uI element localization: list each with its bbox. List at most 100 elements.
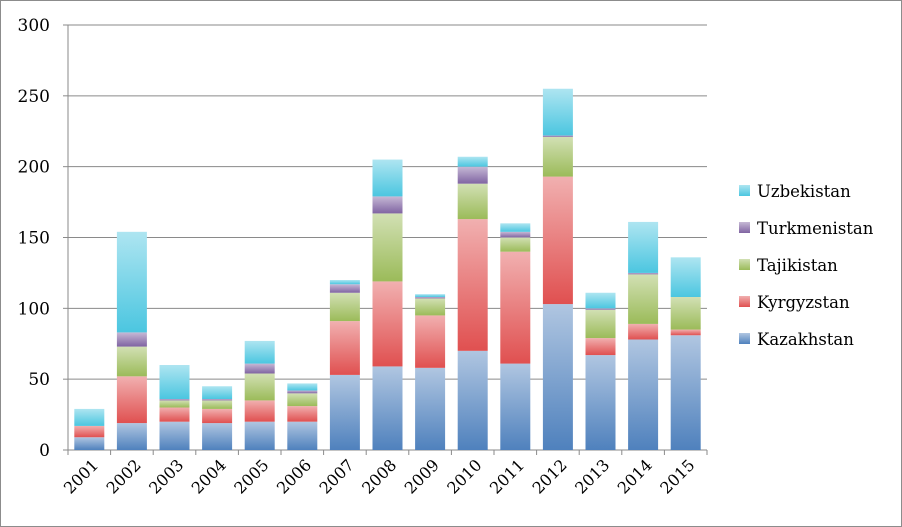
- bar-kazakhstan-2015: [670, 335, 701, 450]
- bars: [74, 88, 701, 450]
- bar-kyrgyzstan-2004: [202, 408, 233, 424]
- bar-kyrgyzstan-2001: [74, 425, 105, 438]
- x-tick-label: 2001: [60, 455, 102, 497]
- bar-kazakhstan-2006: [287, 421, 318, 450]
- legend-swatch-tajikistan: [739, 259, 750, 270]
- bar-kyrgyzstan-2005: [244, 400, 275, 422]
- bar-kyrgyzstan-2011: [500, 251, 531, 364]
- x-tick-label: 2009: [401, 455, 443, 497]
- x-tick-label: 2007: [316, 455, 358, 497]
- bar-kazakhstan-2014: [628, 339, 659, 450]
- bar-kazakhstan-2003: [159, 421, 190, 450]
- legend-label-kazakhstan: Kazakhstan: [757, 330, 854, 349]
- bar-kyrgyzstan-2010: [457, 219, 488, 351]
- x-tick-labels: 2001 2002 2003 2004 2005 2006 2007 2008 2009 2010…: [60, 455, 699, 497]
- bar-turkmenistan-2008: [372, 196, 403, 214]
- bar-turkmenistan-2013: [585, 308, 616, 310]
- bar-tajikistan-2005: [244, 373, 275, 401]
- y-tick-label: 300: [18, 16, 50, 36]
- x-tick-label: 2005: [230, 455, 272, 497]
- bar-kyrgyzstan-2007: [329, 321, 360, 375]
- bar-tajikistan-2013: [585, 309, 616, 339]
- legend-label-turkmenistan: Turkmenistan: [757, 219, 874, 238]
- y-tick-labels: 0 50 100 150 200 250 300: [18, 16, 50, 461]
- x-tick-label: 2011: [486, 455, 528, 497]
- bar-kazakhstan-2002: [116, 423, 147, 450]
- bar-kazakhstan-2004: [202, 423, 233, 450]
- y-tick-label: 250: [18, 87, 50, 107]
- bar-uzbekistan-2011: [500, 223, 531, 232]
- bar-kyrgyzstan-2012: [542, 176, 573, 305]
- bar-tajikistan-2007: [329, 292, 360, 322]
- legend-swatch-uzbekistan: [739, 185, 750, 196]
- bar-uzbekistan-2003: [159, 365, 190, 399]
- legend-label-kyrgyzstan: Kyrgyzstan: [757, 293, 850, 312]
- legend-label-tajikistan: Tajikistan: [757, 256, 838, 275]
- bar-kazakhstan-2013: [585, 355, 616, 450]
- x-tick-label: 2002: [103, 455, 145, 497]
- bar-tajikistan-2011: [500, 237, 531, 252]
- bar-tajikistan-2006: [287, 393, 318, 407]
- bar-uzbekistan-2004: [202, 386, 233, 399]
- bar-turkmenistan-2005: [244, 363, 275, 374]
- y-tick-label: 0: [39, 441, 50, 461]
- x-tick-label: 2006: [273, 455, 315, 497]
- legend-swatch-turkmenistan: [739, 222, 750, 233]
- bar-kyrgyzstan-2008: [372, 281, 403, 367]
- bar-turkmenistan-2014: [628, 272, 659, 275]
- bar-tajikistan-2002: [116, 346, 147, 377]
- bar-uzbekistan-2002: [116, 231, 147, 333]
- bar-tajikistan-2015: [670, 297, 701, 330]
- x-tick-label: 2010: [443, 455, 485, 497]
- bar-tajikistan-2009: [415, 298, 446, 316]
- x-tick-label: 2003: [145, 455, 187, 497]
- bar-uzbekistan-2007: [329, 280, 360, 285]
- y-tick-label: 50: [28, 370, 50, 390]
- bar-turkmenistan-2010: [457, 166, 488, 184]
- bar-kyrgyzstan-2003: [159, 407, 190, 422]
- bar-tajikistan-2012: [542, 136, 573, 177]
- bar-turkmenistan-2004: [202, 399, 233, 401]
- y-tick-label: 200: [18, 158, 50, 178]
- x-tick-label: 2012: [529, 455, 571, 497]
- bar-uzbekistan-2015: [670, 257, 701, 297]
- bar-kyrgyzstan-2002: [116, 376, 147, 424]
- bar-tajikistan-2010: [457, 183, 488, 220]
- y-tick-label: 150: [18, 229, 50, 249]
- bar-uzbekistan-2013: [585, 292, 616, 309]
- x-tick-label: 2013: [571, 455, 613, 497]
- bar-tajikistan-2004: [202, 400, 233, 409]
- bar-uzbekistan-2001: [74, 408, 105, 426]
- bar-turkmenistan-2007: [329, 284, 360, 293]
- bar-kazakhstan-2005: [244, 421, 275, 450]
- legend: Uzbekistan Turkmenistan Tajikistan Kyrgyzst…: [739, 182, 874, 349]
- y-tick-label: 100: [18, 299, 50, 319]
- bar-tajikistan-2008: [372, 213, 403, 282]
- x-tick-label: 2004: [188, 455, 230, 497]
- bar-turkmenistan-2009: [415, 297, 446, 299]
- bar-turkmenistan-2011: [500, 231, 531, 238]
- bar-kazakhstan-2010: [457, 350, 488, 450]
- bar-tajikistan-2003: [159, 400, 190, 408]
- bar-uzbekistan-2008: [372, 159, 403, 197]
- legend-label-uzbekistan: Uzbekistan: [757, 182, 851, 201]
- bar-turkmenistan-2012: [542, 135, 573, 137]
- x-tick-label: 2014: [614, 455, 656, 497]
- bar-turkmenistan-2006: [287, 390, 318, 394]
- bar-tajikistan-2014: [628, 274, 659, 324]
- bar-kazakhstan-2008: [372, 366, 403, 450]
- bar-uzbekistan-2012: [542, 88, 573, 136]
- bar-uzbekistan-2005: [244, 340, 275, 364]
- x-tick-label: 2008: [358, 455, 400, 497]
- bar-uzbekistan-2006: [287, 383, 318, 391]
- bar-kyrgyzstan-2006: [287, 406, 318, 422]
- bar-kazakhstan-2009: [415, 367, 446, 450]
- bar-uzbekistan-2010: [457, 156, 488, 167]
- bar-kazakhstan-2011: [500, 363, 531, 450]
- x-tick-label: 2015: [656, 455, 698, 497]
- legend-swatch-kyrgyzstan: [739, 296, 750, 307]
- bar-turkmenistan-2002: [116, 332, 147, 347]
- bar-kyrgyzstan-2015: [670, 329, 701, 336]
